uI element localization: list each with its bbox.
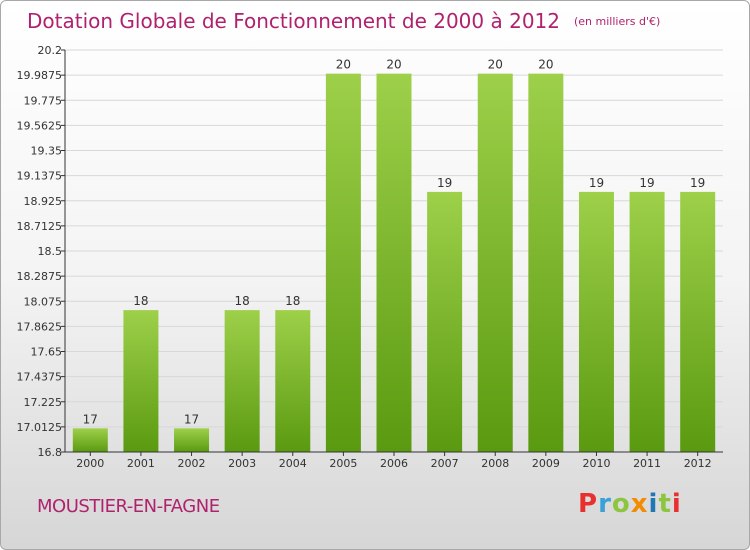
data-label: 19	[437, 176, 452, 190]
x-tick-label: 2008	[481, 457, 509, 470]
axes: 16.8 17.0125 17.225 17.4375 17.65 17.8625 18.0…	[17, 44, 723, 470]
x-tick-label: 2003	[228, 457, 256, 470]
data-label: 20	[488, 58, 503, 72]
data-label: 18	[285, 294, 300, 308]
y-tick-label: 18.2875	[17, 270, 63, 283]
bar	[174, 428, 210, 452]
data-label: 17	[184, 412, 199, 426]
y-tick-label: 18.075	[24, 295, 63, 308]
bar	[528, 73, 564, 452]
logo-letter: i	[671, 489, 682, 519]
x-tick-label: 2001	[127, 457, 155, 470]
logo-letter: o	[611, 489, 631, 519]
x-tick-label: 2002	[178, 457, 206, 470]
y-tick-label: 19.9875	[17, 69, 63, 82]
bar	[72, 428, 108, 452]
title-text: Dotation Globale de Fonctionnement de 20…	[27, 9, 560, 33]
y-tick-label: 18.7125	[17, 220, 63, 233]
bar	[275, 310, 311, 452]
bar	[123, 310, 159, 452]
data-label: 17	[83, 412, 98, 426]
x-tick-label: 2011	[633, 457, 661, 470]
y-tick-label: 19.5625	[17, 119, 63, 132]
bar	[427, 191, 463, 452]
y-tick-label: 17.4375	[17, 371, 63, 384]
x-tick-label: 2000	[76, 457, 104, 470]
y-tick-label: 16.8	[38, 446, 63, 459]
logo-letter: t	[658, 489, 672, 519]
y-tick-label: 17.0125	[17, 421, 63, 434]
y-tick-label: 20.2	[38, 44, 63, 57]
logo-letter: x	[630, 489, 649, 519]
data-label: 19	[589, 176, 604, 190]
logo-letter: r	[598, 489, 612, 519]
logo-letter: i	[648, 489, 659, 519]
x-tick-label: 2005	[329, 457, 357, 470]
bar	[325, 73, 361, 452]
bar	[224, 310, 260, 452]
y-tick-label: 18.925	[24, 195, 63, 208]
logo-letter: P	[578, 489, 599, 519]
data-label: 20	[336, 58, 351, 72]
x-tick-label: 2006	[380, 457, 408, 470]
bar	[680, 191, 716, 452]
data-label: 19	[639, 176, 654, 190]
y-tick-label: 18.5	[38, 245, 63, 258]
y-tick-label: 17.8625	[17, 320, 63, 333]
x-tick-label: 2010	[582, 457, 610, 470]
data-label: 18	[235, 294, 250, 308]
data-label: 20	[386, 58, 401, 72]
chart-subtitle: (en milliers d'€)	[574, 15, 661, 28]
y-tick-label: 17.225	[24, 396, 63, 409]
x-tick-label: 2012	[684, 457, 712, 470]
y-tick-label: 19.775	[24, 94, 63, 107]
bars: 17 18 17 18 18 20 20 19 20 20 19 19 19	[72, 58, 716, 452]
bar	[578, 191, 614, 452]
proxiti-logo[interactable]: Proxiti	[578, 489, 682, 519]
data-label: 20	[538, 58, 553, 72]
y-tick-label: 19.1375	[17, 170, 63, 183]
data-label: 18	[133, 294, 148, 308]
data-label: 19	[690, 176, 705, 190]
y-tick-label: 17.65	[31, 346, 63, 359]
x-tick-label: 2009	[532, 457, 560, 470]
bar	[376, 73, 412, 452]
bar	[629, 191, 665, 452]
chart-title: Dotation Globale de Fonctionnement de 20…	[27, 9, 660, 33]
commune-name: MOUSTIER-EN-FAGNE	[37, 496, 220, 517]
y-tick-label: 19.35	[31, 145, 63, 158]
x-tick-label: 2007	[431, 457, 459, 470]
bar	[477, 73, 513, 452]
x-tick-label: 2004	[279, 457, 307, 470]
